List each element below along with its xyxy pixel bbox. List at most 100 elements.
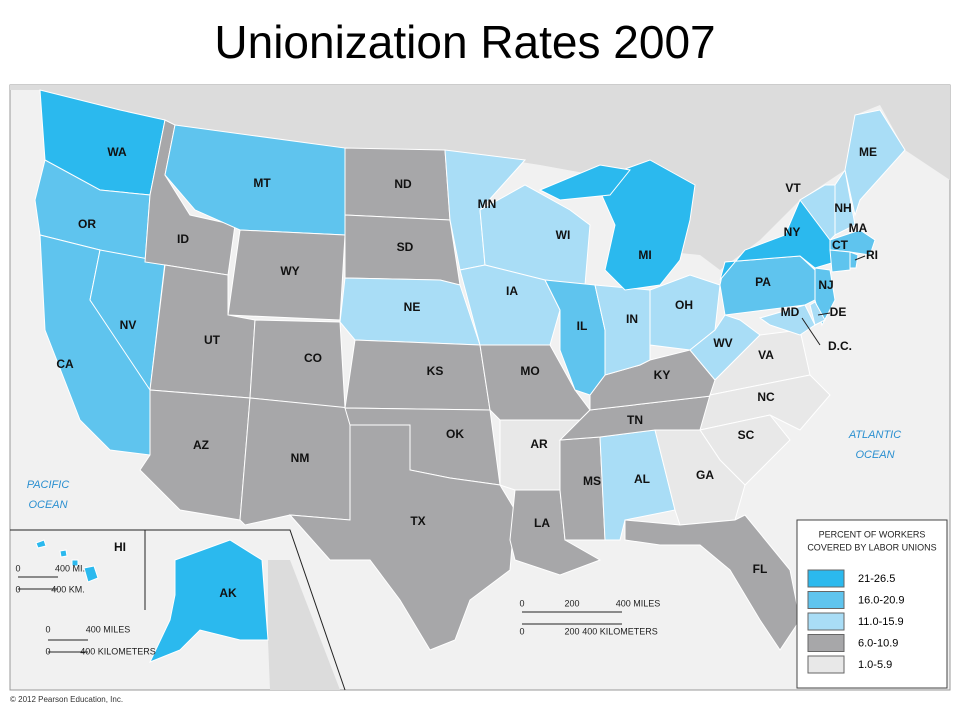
state: [834, 168, 856, 236]
state-label: AZ: [193, 438, 209, 452]
state: [249, 319, 346, 409]
labels: WA OR CA NV ID MT WY UT CO AZ NM ND SD NE KS OK TX MN WI IA…: [10, 145, 948, 704]
state-label: RI: [866, 248, 878, 262]
state: [35, 539, 47, 549]
state-label: ND: [394, 177, 412, 191]
state: [829, 249, 851, 273]
scale-label: 0: [45, 624, 50, 634]
copyright: © 2012 Pearson Education, Inc.: [10, 695, 123, 704]
state: [559, 436, 606, 541]
scale-label: 400 MILES: [86, 624, 131, 634]
state-label: VA: [758, 348, 774, 362]
legend-swatch: [807, 612, 845, 631]
leader-line: [854, 255, 866, 261]
legend-title: COVERED BY LABOR UNIONS: [807, 542, 936, 552]
state-label: DE: [830, 305, 847, 319]
state: [144, 119, 236, 276]
state-label: VT: [785, 181, 801, 195]
state-label: MT: [253, 176, 271, 190]
state-label: NY: [784, 225, 801, 239]
state-label: OH: [675, 298, 693, 312]
state-label: CA: [56, 357, 74, 371]
leader-line: [801, 317, 821, 346]
state-label: MS: [583, 474, 601, 488]
ocean-label: ATLANTIC: [848, 429, 901, 441]
legend-label: 21-26.5: [858, 573, 895, 585]
leader-line: [817, 312, 831, 316]
state-label: WV: [713, 336, 732, 350]
state: [59, 549, 68, 558]
scale-label: 400 KILOMETERS: [582, 626, 658, 636]
scale-label: 0: [519, 598, 524, 608]
scale-label: 0: [45, 646, 50, 656]
legend-swatch: [807, 569, 845, 588]
ocean-label: OCEAN: [28, 499, 67, 511]
state-label: ME: [859, 145, 877, 159]
state-label: SC: [738, 428, 755, 442]
state-label: NC: [757, 390, 775, 404]
legend-title: PERCENT OF WORKERS: [819, 529, 926, 539]
state-label: AK: [219, 586, 237, 600]
ocean-label: OCEAN: [855, 449, 894, 461]
ocean-label: PACIFIC: [27, 479, 70, 491]
scale-label: 200: [564, 626, 579, 636]
dc-label: D.C.: [828, 339, 852, 353]
scale-label: 400 MI.: [55, 563, 85, 573]
state-label: NM: [291, 451, 310, 465]
state-label: IL: [577, 319, 588, 333]
state-label: ID: [177, 232, 189, 246]
state: [538, 164, 631, 201]
state-label: MA: [849, 221, 868, 235]
legend-label: 16.0-20.9: [858, 594, 904, 606]
scale-label: 400 MILES: [616, 598, 661, 608]
state-label: IA: [506, 284, 518, 298]
legend-swatch: [807, 655, 845, 674]
state: [809, 301, 826, 326]
state-label: NJ: [818, 278, 833, 292]
state-label: CO: [304, 351, 322, 365]
state: [344, 339, 491, 411]
state-label: KS: [427, 364, 444, 378]
state-label: KY: [654, 368, 671, 382]
state: [288, 424, 516, 651]
state-label: AL: [634, 472, 650, 486]
inset-frame: [10, 529, 346, 691]
state: [654, 429, 746, 526]
state: [758, 304, 816, 336]
scale-label: 0: [15, 584, 20, 594]
state: [71, 559, 79, 567]
state-label: IN: [626, 312, 638, 326]
scale-label: 0: [519, 626, 524, 636]
state-label: WI: [556, 228, 571, 242]
state-label: MN: [478, 197, 497, 211]
scale-label: 200: [564, 598, 579, 608]
state-label: NV: [120, 318, 137, 332]
state: [594, 159, 696, 291]
title: Unionization Rates 2007: [214, 16, 715, 68]
state: [148, 539, 269, 663]
state-label: LA: [534, 516, 550, 530]
state-label: MO: [520, 364, 539, 378]
state-label: PA: [755, 275, 771, 289]
state: [849, 251, 859, 269]
state: [844, 109, 906, 217]
state-label: MI: [638, 248, 651, 262]
state-label: TN: [627, 413, 643, 427]
legend-label: 1.0-5.9: [858, 659, 892, 671]
legend-label: 6.0-10.9: [858, 637, 898, 649]
state-label: MD: [781, 305, 800, 319]
state: [624, 514, 801, 651]
canada: [10, 85, 950, 270]
state: [83, 565, 99, 583]
state-label: CT: [832, 238, 849, 252]
state-label: OR: [78, 217, 96, 231]
legend-label: 11.0-15.9: [858, 616, 904, 628]
state-label: NE: [404, 300, 421, 314]
state-label: TX: [410, 514, 425, 528]
legend-swatch: [807, 634, 845, 652]
state-label: NH: [834, 201, 851, 215]
state-label: GA: [696, 468, 714, 482]
scale-label: 0: [15, 563, 20, 573]
state-label: UT: [204, 333, 221, 347]
